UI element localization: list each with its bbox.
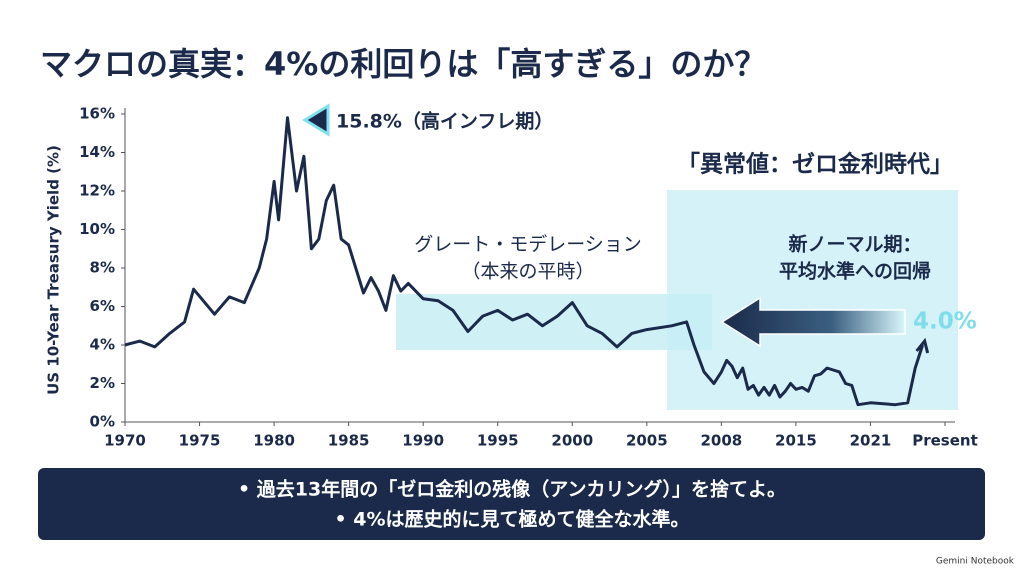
y-tick-label: 14%: [79, 143, 115, 161]
peak-label: 15.8%（高インフレ期）: [336, 110, 553, 133]
line-arrowhead: [915, 337, 930, 354]
footer: Gemini Notebook: [936, 557, 1015, 567]
bullet: • 過去13年間の「ゼロ金利の残像（アンカリング）」を捨てよ。: [238, 478, 786, 501]
x-tick-label: 2005: [626, 432, 668, 450]
x-tick-label: 1985: [328, 432, 370, 450]
y-tick-label: 6%: [90, 297, 115, 315]
x-tick-label: 2008: [700, 432, 742, 450]
y-tick-label: 8%: [90, 259, 115, 277]
y-tick-label: 16%: [79, 105, 115, 123]
new-normal-label: 平均水準への回帰: [779, 260, 931, 283]
summary-banner: [38, 468, 985, 540]
moderation-label: グレート・モデレーション: [414, 234, 642, 256]
new-normal-label: 新ノーマル期：: [788, 233, 921, 256]
peak-pointer: [302, 103, 330, 137]
x-tick-label: Present: [912, 432, 978, 450]
y-tick-label: 12%: [79, 182, 115, 200]
bullet: • 4%は歴史的に見て極めて健全な水準。: [334, 508, 689, 531]
current-label: 4.0%: [913, 309, 977, 335]
y-tick-label: 2%: [90, 374, 115, 392]
zero-rate-label: 「異常値：ゼロ金利時代」: [677, 151, 953, 178]
yield-line: [124, 116, 925, 407]
x-tick-label: 1995: [477, 432, 519, 450]
y-axis-label: US 10-Year Treasury Yield (%): [45, 145, 63, 395]
x-tick-label: 2000: [551, 432, 593, 450]
y-tick-label: 0%: [90, 413, 115, 431]
x-tick-label: 1975: [179, 432, 221, 450]
chart-title: マクロの真実：4%の利回りは「高すぎる」のか？: [40, 45, 766, 83]
moderation-band: [396, 294, 712, 350]
y-tick-label: 10%: [79, 220, 115, 238]
x-tick-label: 1970: [104, 432, 146, 450]
zero-rate-band: [667, 190, 958, 410]
moderation-label: （本来の平時）: [461, 261, 594, 283]
x-tick-label: 2021: [850, 432, 892, 450]
x-tick-label: 1990: [402, 432, 444, 450]
reversion-arrow: [720, 296, 906, 348]
x-tick-label: 1980: [253, 432, 295, 450]
x-tick-label: 2015: [775, 432, 817, 450]
y-tick-label: 4%: [90, 336, 115, 354]
